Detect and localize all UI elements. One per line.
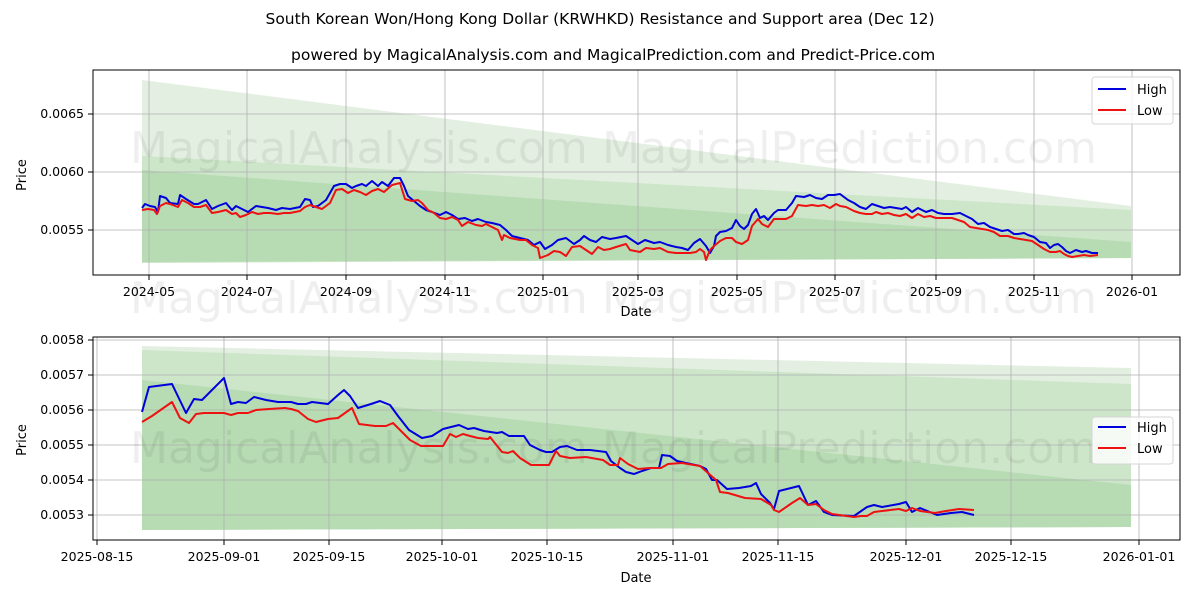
subtitle-text: powered by MagicalAnalysis.com and Magic… xyxy=(291,46,936,64)
bottom-chart-bands xyxy=(142,346,1131,530)
y-axis-label: Price xyxy=(15,159,30,191)
x-tick-label: 2025-03 xyxy=(612,284,664,299)
y-tick-label: 0.0053 xyxy=(40,507,84,522)
top-y-axis: 0.0065 0.0060 0.0055 Price xyxy=(15,106,93,237)
x-tick-label: 2025-09 xyxy=(910,284,962,299)
band-support xyxy=(142,170,1131,262)
bottom-low-line xyxy=(141,401,975,518)
x-tick-label: 2025-11-01 xyxy=(637,549,710,564)
y-tick-label: 0.0055 xyxy=(40,437,84,452)
bottom-x-axis: 2025-08-15 2025-09-01 2025-09-15 2025-10… xyxy=(61,540,1176,586)
bottom-plot-frame xyxy=(92,336,1181,541)
x-tick-label: 2025-11 xyxy=(1008,284,1060,299)
chart-subtitle: powered by MagicalAnalysis.com and Magic… xyxy=(86,46,1200,64)
x-tick-label: 2025-12-01 xyxy=(870,549,943,564)
legend-high-label: High xyxy=(1137,83,1167,98)
top-high-line xyxy=(141,177,1098,254)
y-axis-label: Price xyxy=(15,424,30,456)
y-tick-label: 0.0060 xyxy=(40,164,84,179)
x-tick-label: 2024-07 xyxy=(221,284,273,299)
top-legend: High Low xyxy=(1091,76,1174,125)
y-tick-label: 0.0056 xyxy=(40,402,84,417)
watermark-between-2: MagicalPrediction.com xyxy=(602,273,1097,324)
legend-high-label: High xyxy=(1137,421,1167,436)
legend-low-label: Low xyxy=(1137,442,1163,457)
watermark-magicalanalysis-bottom: MagicalAnalysis.com xyxy=(130,423,588,474)
bottom-chart-grid xyxy=(93,337,1180,540)
x-axis-label: Date xyxy=(620,305,651,320)
y-tick-label: 0.0057 xyxy=(40,367,84,382)
x-tick-label: 2025-05 xyxy=(711,284,763,299)
x-tick-label: 2025-10-15 xyxy=(511,549,584,564)
x-tick-label: 2026-01-01 xyxy=(1103,549,1176,564)
watermark-between-1: MagicalAnalysis.com xyxy=(130,273,588,324)
x-tick-label: 2025-07 xyxy=(809,284,861,299)
x-tick-label: 2025-08-15 xyxy=(61,549,134,564)
bottom-chart: MagicalAnalysis.com MagicalPrediction.co… xyxy=(15,332,1181,586)
y-tick-label: 0.0058 xyxy=(40,332,84,347)
x-axis-label: Date xyxy=(620,571,651,586)
band-support xyxy=(142,380,1131,530)
top-x-axis: 2024-05 2024-07 2024-09 2024-11 2025-01 … xyxy=(123,275,1158,320)
y-tick-label: 0.0065 xyxy=(40,106,84,121)
x-tick-label: 2024-09 xyxy=(320,284,372,299)
x-tick-label: 2025-10-01 xyxy=(406,549,479,564)
watermark-magicalprediction: MagicalPrediction.com xyxy=(602,123,1097,174)
x-tick-label: 2025-01 xyxy=(517,284,569,299)
top-low-line xyxy=(141,182,1099,261)
x-tick-label: 2025-11-15 xyxy=(742,549,815,564)
watermark-magicalprediction-bottom: MagicalPrediction.com xyxy=(602,423,1097,474)
x-tick-label: 2025-09-15 xyxy=(293,549,366,564)
bottom-legend: High Low xyxy=(1091,416,1174,465)
x-tick-label: 2025-09-01 xyxy=(188,549,261,564)
x-tick-label: 2024-11 xyxy=(419,284,471,299)
legend-low-label: Low xyxy=(1137,104,1163,119)
x-tick-label: 2025-12-15 xyxy=(975,549,1048,564)
y-tick-label: 0.0055 xyxy=(40,222,84,237)
x-tick-label: 2024-05 xyxy=(123,284,175,299)
y-tick-label: 0.0054 xyxy=(40,472,84,487)
chart-title: South Korean Won/Hong Kong Dollar (KRWHK… xyxy=(265,10,935,28)
top-chart: MagicalAnalysis.com MagicalPrediction.co… xyxy=(15,69,1181,320)
watermark-magicalanalysis: MagicalAnalysis.com xyxy=(130,123,588,174)
bottom-y-axis: 0.0058 0.0057 0.0056 0.0055 0.0054 0.005… xyxy=(15,332,93,522)
x-tick-label: 2026-01 xyxy=(1106,284,1158,299)
